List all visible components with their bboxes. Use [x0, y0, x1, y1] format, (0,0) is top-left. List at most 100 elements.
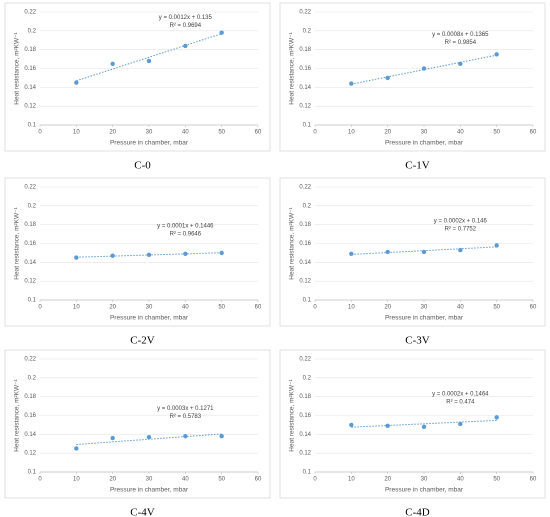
x-tick-label: 40	[457, 477, 464, 483]
x-tick-label: 20	[109, 130, 116, 136]
x-tick-label: 10	[73, 130, 80, 136]
data-point	[385, 423, 390, 429]
x-tick-label: 20	[384, 305, 391, 311]
y-tick-label: 0.14	[24, 85, 36, 91]
y-tick-label: 0.22	[299, 185, 311, 191]
data-point	[219, 434, 224, 439]
y-tick-label: 0.22	[24, 10, 36, 16]
x-tick-label: 50	[218, 305, 225, 311]
r-squared: R² = 0.9694	[170, 23, 202, 29]
y-tick-label: 0.2	[28, 375, 37, 381]
x-tick-label: 20	[384, 130, 391, 136]
data-point	[494, 415, 499, 420]
data-point	[146, 58, 152, 64]
x-tick-label: 30	[146, 130, 153, 136]
x-axis-label: Pressure in chamber, mbar	[385, 315, 464, 322]
x-tick-label: 0	[313, 130, 317, 136]
chart-panel: 0.1 0.12 0.14 0.16 0.18 0.2 0.22 0 10 20 30 40 50 60 P…	[279, 2, 546, 172]
x-tick-label: 10	[348, 130, 355, 136]
y-tick-label: 0.1	[303, 123, 312, 129]
r-squared: R² = 0.9854	[445, 40, 477, 46]
y-tick-label: 0.12	[299, 279, 311, 285]
r-squared: R² = 0.7752	[445, 226, 477, 232]
x-tick-label: 40	[457, 130, 464, 136]
y-tick-label: 0.18	[299, 222, 311, 228]
y-axis-label: Heat resistance, m²KW⁻¹	[289, 206, 296, 279]
data-point	[458, 247, 463, 253]
x-tick-label: 30	[146, 477, 153, 483]
data-point	[183, 43, 188, 49]
caption: C-1V	[405, 160, 430, 172]
y-tick-label: 0.1	[303, 298, 312, 304]
x-tick-label: 10	[73, 477, 80, 483]
chart-panel: 0.1 0.12 0.14 0.16 0.18 0.2 0.22 0 10 20 30 40 50 60 P…	[4, 2, 271, 172]
x-axis-label: Pressure in chamber, mbar	[110, 487, 189, 494]
data-point	[110, 435, 115, 441]
data-point	[183, 251, 188, 257]
caption: C-0	[134, 160, 151, 172]
y-tick-label: 0.16	[299, 66, 311, 72]
y-axis-label: Heat resistance, m²KW⁻¹	[14, 31, 21, 104]
y-tick-label: 0.16	[299, 413, 311, 419]
caption: C-2V	[130, 335, 155, 347]
y-tick-label: 0.18	[299, 394, 311, 400]
data-point	[219, 30, 224, 35]
y-tick-label: 0.16	[24, 413, 36, 419]
trendline-equation: y = 0.0002x + 0.146	[434, 218, 488, 224]
x-tick-label: 50	[493, 477, 500, 483]
data-point	[349, 422, 354, 428]
data-point	[146, 252, 152, 257]
x-axis-label: Pressure in chamber, mbar	[385, 487, 464, 494]
y-tick-label: 0.2	[303, 203, 312, 209]
x-tick-label: 0	[313, 305, 317, 311]
chart-panel: 0.1 0.12 0.14 0.16 0.18 0.2 0.22 0 10 20 30 40 50 60 P…	[279, 349, 546, 517]
y-tick-label: 0.14	[24, 432, 36, 438]
y-tick-label: 0.14	[299, 260, 311, 266]
y-tick-label: 0.22	[24, 185, 36, 191]
data-point	[74, 255, 79, 260]
x-tick-label: 60	[255, 130, 262, 136]
x-tick-label: 20	[384, 477, 391, 483]
x-tick-label: 30	[421, 130, 428, 136]
data-point	[494, 52, 499, 57]
x-tick-label: 50	[218, 477, 225, 483]
trendline	[76, 33, 222, 82]
y-tick-label: 0.12	[24, 451, 36, 457]
x-tick-label: 10	[73, 305, 80, 311]
panel-frame	[279, 2, 546, 152]
data-point	[349, 81, 354, 86]
x-tick-label: 60	[255, 477, 262, 483]
data-point	[494, 243, 499, 248]
y-tick-label: 0.12	[24, 104, 36, 110]
y-tick-label: 0.12	[24, 279, 36, 285]
data-point	[110, 253, 115, 258]
x-tick-label: 0	[38, 477, 42, 483]
chart-panel: 0.1 0.12 0.14 0.16 0.18 0.2 0.22 0 10 20 30 40 50 60 P…	[279, 177, 546, 347]
y-tick-label: 0.1	[303, 470, 312, 476]
y-tick-label: 0.14	[299, 432, 311, 438]
y-tick-label: 0.18	[24, 47, 36, 53]
data-point	[458, 61, 463, 66]
y-tick-label: 0.12	[299, 451, 311, 457]
panel-frame	[4, 349, 271, 499]
x-tick-label: 60	[530, 305, 537, 311]
x-axis-label: Pressure in chamber, mbar	[385, 140, 464, 147]
y-tick-label: 0.2	[28, 203, 37, 209]
trendline-equation: y = 0.0012x + 0.135	[159, 15, 213, 21]
x-tick-label: 20	[109, 477, 116, 483]
y-tick-label: 0.18	[24, 222, 36, 228]
y-tick-label: 0.12	[299, 104, 311, 110]
caption: C-3V	[405, 335, 430, 347]
data-point	[385, 75, 390, 81]
data-point	[74, 80, 79, 85]
y-axis-label: Heat resistance, m²KW⁻¹	[289, 378, 296, 451]
x-tick-label: 10	[348, 477, 355, 483]
y-tick-label: 0.22	[24, 357, 36, 363]
r-squared: R² = 0.474	[446, 400, 475, 406]
y-axis-label: Heat resistance, m²KW⁻¹	[14, 378, 21, 451]
x-tick-label: 30	[421, 477, 428, 483]
x-tick-label: 40	[182, 477, 189, 483]
x-tick-label: 40	[182, 130, 189, 136]
data-point	[349, 251, 354, 257]
